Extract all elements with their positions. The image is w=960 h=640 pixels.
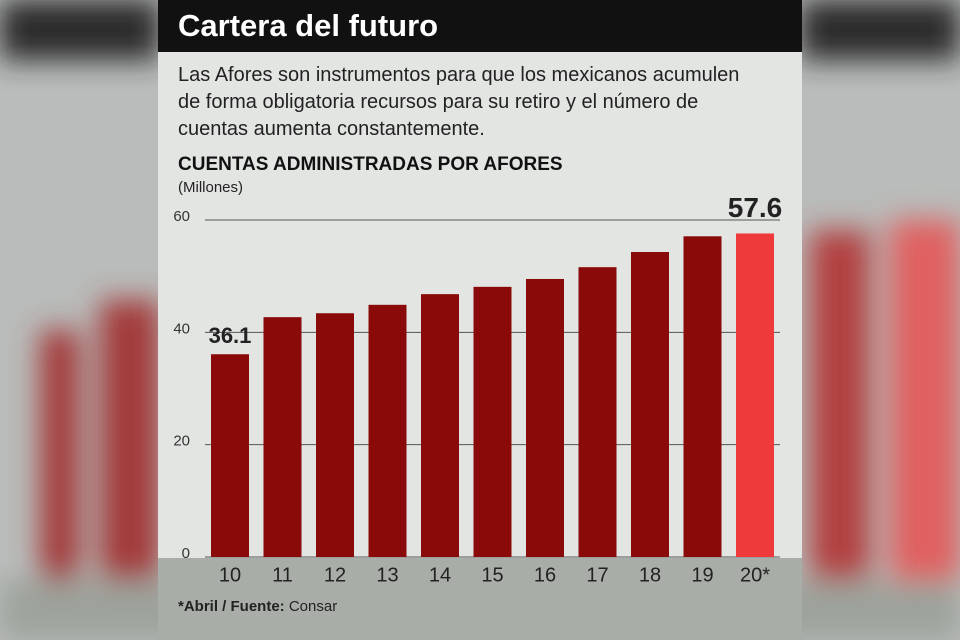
header-bar: [158, 0, 802, 52]
x-tick-label: 17: [586, 564, 608, 586]
x-tick-label: 18: [639, 564, 661, 586]
bar: [473, 286, 512, 557]
title: Cartera del futuro: [178, 8, 438, 43]
plot: 0 20 40 60 10 36.1 11 12 13 14 15 16 17 18 19 20* 57.6: [173, 192, 782, 586]
x-tick-label: 15: [481, 564, 503, 586]
x-tick-label: 10: [219, 564, 241, 586]
bar: [736, 233, 774, 558]
x-tick-label: 14: [429, 564, 451, 586]
value-label: 36.1: [209, 323, 252, 348]
x-tick-label: 19: [691, 564, 713, 586]
x-tick-label: 12: [324, 564, 346, 586]
y-axis-label: (Millones): [178, 179, 243, 196]
x-tick-label: 13: [376, 564, 398, 586]
x-tick-label: 16: [534, 564, 556, 586]
chart-title: CUENTAS ADMINISTRADAS POR AFORES: [178, 154, 563, 175]
y-tick-label: 60: [173, 208, 190, 225]
y-tick-label: 20: [173, 433, 190, 450]
note-label: *Abril / Fuente:: [178, 598, 285, 615]
bar: [368, 304, 407, 557]
bar: [316, 313, 354, 557]
subtitle-box: Las Afores son instrumentos para que los…: [178, 64, 740, 140]
bar: [578, 267, 617, 557]
bar: [263, 317, 302, 557]
y-tick-label: 0: [182, 545, 190, 562]
bar: [683, 236, 722, 557]
subtitle: Las Afores son instrumentos para que los…: [178, 64, 740, 140]
footer-band: [158, 558, 802, 640]
source: Consar: [289, 598, 337, 615]
x-tick-label: 20*: [740, 564, 770, 586]
value-label: 57.6: [728, 192, 783, 223]
x-tick-label: 11: [272, 564, 293, 586]
bar: [631, 252, 669, 557]
bar: [421, 294, 459, 557]
bar: [526, 278, 564, 557]
bar: [211, 354, 249, 557]
y-tick-label: 40: [173, 320, 190, 337]
footnote: *Abril / Fuente: Consar: [178, 598, 337, 615]
